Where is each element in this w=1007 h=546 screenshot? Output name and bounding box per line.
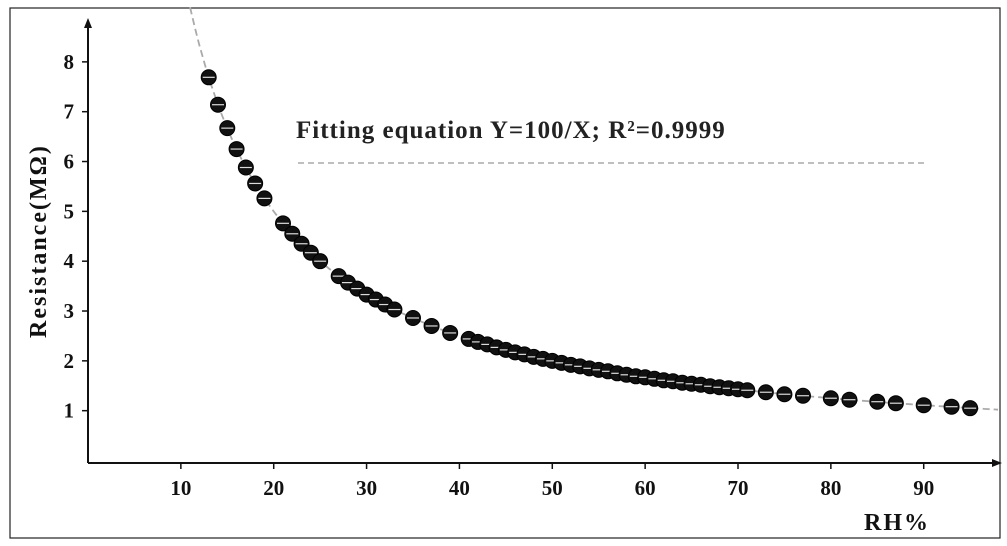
y-tick-label: 8 [64, 50, 75, 74]
x-tick-label: 80 [820, 476, 841, 500]
y-axis-arrow [84, 18, 92, 28]
data-point [822, 390, 839, 407]
fit-curve [189, 7, 999, 411]
fit-equation-annotation: Fitting equation Y=100/X; R²=0.9999 [296, 117, 726, 144]
y-axis-title: Resistance(MΩ) [26, 144, 52, 338]
x-tick-label: 40 [449, 476, 470, 500]
y-ticks: 1 2 3 4 5 6 7 8 [64, 50, 88, 423]
data-point [423, 317, 440, 334]
data-point [256, 190, 273, 207]
data-point [228, 141, 245, 158]
data-point [275, 215, 291, 232]
y-tick-label: 1 [64, 399, 75, 423]
y-tick-label: 6 [64, 150, 75, 174]
data-point [284, 225, 301, 242]
x-tick-label: 90 [913, 476, 934, 500]
fit-curve-layer [189, 7, 999, 411]
data-point [739, 382, 756, 399]
y-tick-label: 5 [64, 199, 75, 223]
data-point [200, 69, 217, 86]
data-point [442, 324, 459, 341]
x-tick-label: 60 [635, 476, 656, 500]
data-point [312, 253, 329, 270]
y-tick-label: 3 [64, 299, 75, 323]
x-ticks: 10 20 30 40 50 60 70 80 90 [170, 463, 934, 500]
data-point [869, 393, 886, 410]
data-point [841, 391, 858, 408]
data-point [219, 120, 236, 137]
data-point [757, 384, 774, 401]
x-tick-label: 20 [263, 476, 284, 500]
data-point [776, 386, 793, 403]
y-tick-label: 7 [64, 100, 75, 124]
y-tick-label: 2 [64, 349, 75, 373]
data-point [962, 400, 979, 417]
x-axis-title: RH% [864, 510, 930, 536]
data-point [405, 309, 421, 326]
x-tick-label: 50 [542, 476, 563, 500]
x-tick-label: 30 [356, 476, 377, 500]
data-point [887, 395, 904, 412]
data-point [247, 175, 264, 192]
x-tick-label: 70 [728, 476, 749, 500]
data-point [795, 387, 811, 404]
data-points [200, 69, 979, 417]
y-tick-label: 4 [64, 249, 75, 273]
data-point [210, 96, 226, 113]
x-axis-arrow [992, 459, 1002, 467]
data-point [943, 398, 960, 415]
chart-frame [9, 7, 1001, 539]
x-tick-label: 10 [170, 476, 191, 500]
data-point [386, 301, 403, 318]
data-point [237, 159, 254, 176]
data-point [915, 397, 932, 414]
